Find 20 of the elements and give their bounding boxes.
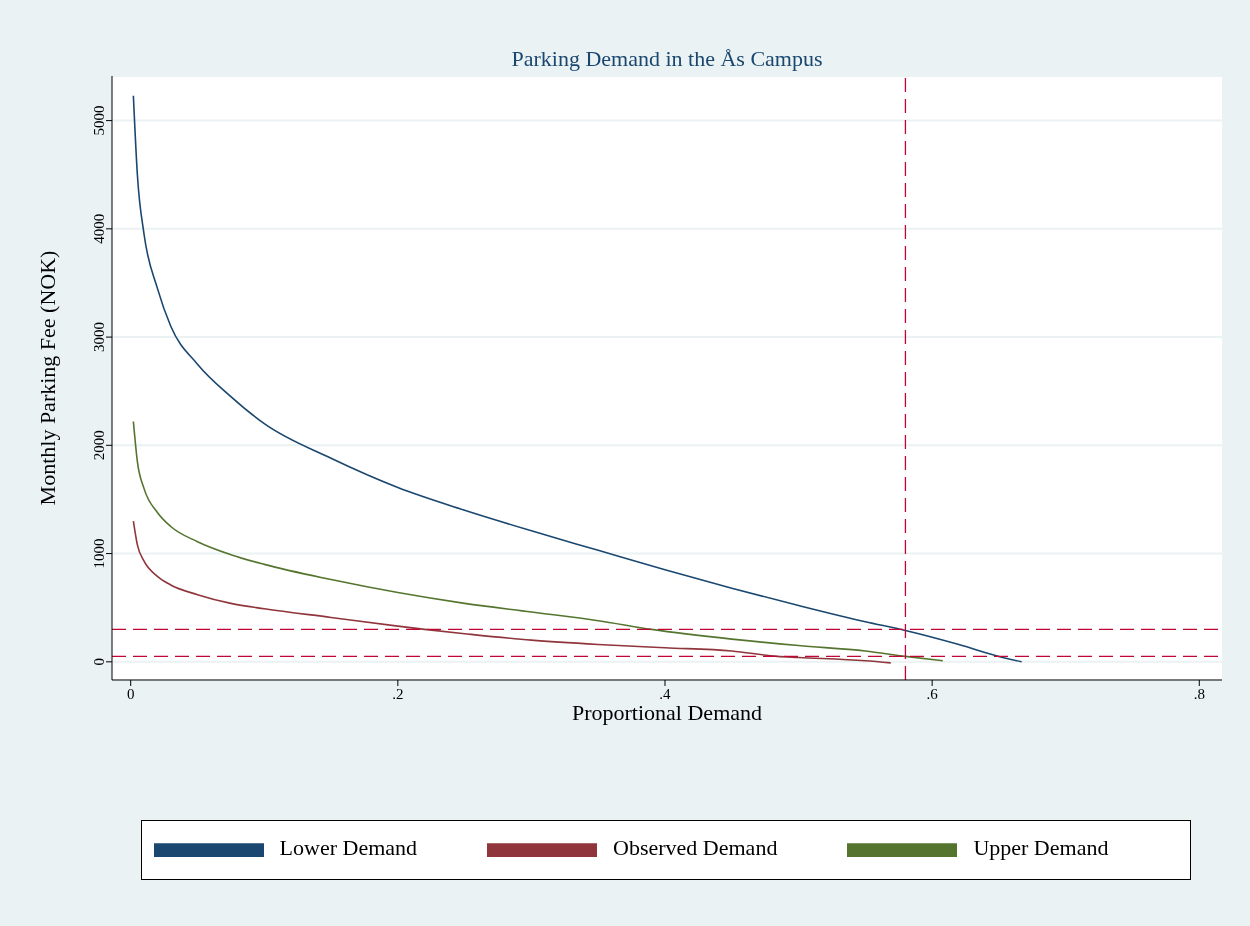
x-tick-label: 0 bbox=[126, 685, 135, 702]
line-series bbox=[132, 520, 892, 664]
line-series bbox=[132, 420, 944, 662]
legend-label: Lower Demand bbox=[279, 835, 418, 861]
x-tick-label: .8 bbox=[1193, 685, 1205, 702]
y-tick-label: 2000 bbox=[91, 430, 107, 461]
x-tick-label: .6 bbox=[926, 685, 939, 702]
y-tick-label: 1000 bbox=[91, 538, 107, 569]
x-tick-label: .2 bbox=[392, 685, 404, 702]
x-axis-title: Proportional Demand bbox=[571, 700, 763, 725]
y-tick-label: 4000 bbox=[91, 213, 107, 244]
chart-title: Parking Demand in the Ås Campus bbox=[510, 46, 824, 72]
line-series bbox=[132, 94, 1023, 663]
x-tick-label: .4 bbox=[659, 685, 672, 702]
y-tick-label: 0 bbox=[91, 658, 107, 666]
legend-label: Upper Demand bbox=[973, 835, 1109, 861]
y-tick-label: 5000 bbox=[91, 105, 107, 136]
y-axis-title: Monthly Parking Fee (NOK) bbox=[34, 250, 60, 506]
legend-label: Observed Demand bbox=[613, 835, 778, 861]
y-tick-label: 3000 bbox=[91, 322, 107, 353]
